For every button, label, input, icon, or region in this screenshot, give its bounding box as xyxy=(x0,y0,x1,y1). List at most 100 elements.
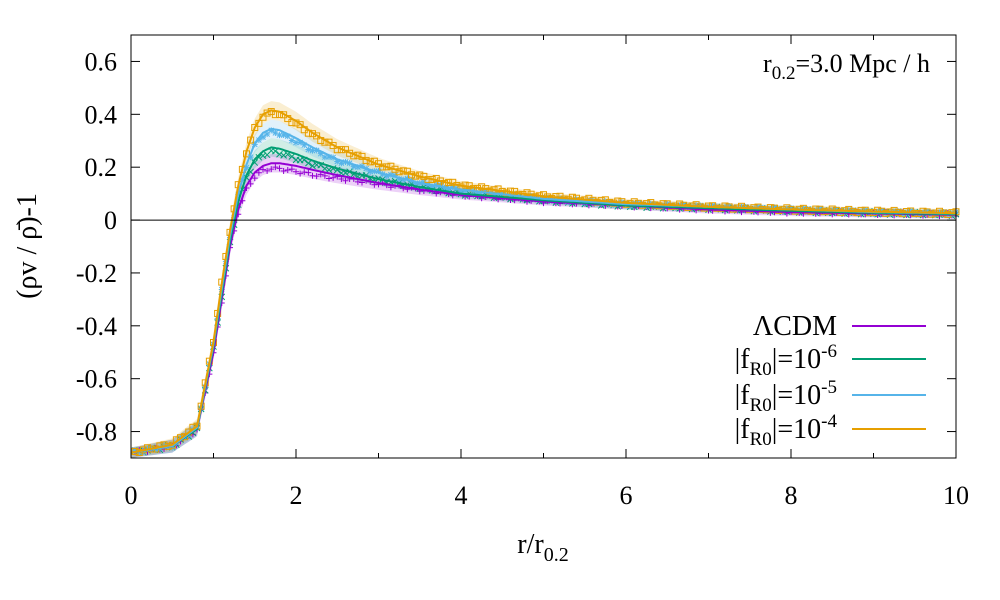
data-point xyxy=(288,166,295,173)
x-tick-label: 10 xyxy=(943,481,969,510)
y-tick-label: -0.4 xyxy=(76,312,117,341)
data-point xyxy=(482,187,489,194)
data-point xyxy=(255,169,262,176)
data-point xyxy=(260,166,266,173)
data-point xyxy=(367,168,374,175)
data-point xyxy=(260,134,266,141)
data-point xyxy=(297,139,304,146)
data-point xyxy=(313,147,320,154)
legend-text-mid: |=10 xyxy=(772,414,821,445)
data-point xyxy=(284,133,291,140)
data-point xyxy=(771,204,778,211)
data-point xyxy=(392,172,398,179)
data-point xyxy=(284,166,291,173)
data-point xyxy=(862,207,869,214)
data-point xyxy=(321,165,329,172)
legend-label-1: |fR0|=10-6 xyxy=(735,341,837,380)
data-point xyxy=(383,173,390,180)
data-point xyxy=(478,183,486,191)
data-point xyxy=(742,203,749,210)
legend: ΛCDM|fR0|=10-6|fR0|=10-5|fR0|=10-4 xyxy=(735,311,926,450)
x-tick-label: 2 xyxy=(290,481,303,510)
data-point xyxy=(305,159,312,167)
data-point xyxy=(396,175,403,182)
legend-label-2: |fR0|=10-5 xyxy=(735,377,837,416)
data-point xyxy=(330,174,337,181)
legend-text-mid: |=10 xyxy=(772,344,821,375)
legend-text-mid: |=10 xyxy=(772,380,821,411)
data-point xyxy=(325,166,333,174)
data-point xyxy=(502,189,510,197)
y-tick-label: 0.4 xyxy=(85,100,118,129)
data-point xyxy=(247,154,254,161)
legend-text-pre: |f xyxy=(735,380,751,411)
data-point xyxy=(329,142,337,150)
data-point xyxy=(726,202,733,209)
data-point xyxy=(280,167,287,174)
data-point xyxy=(680,201,687,208)
legend-text-sup: -4 xyxy=(821,411,837,432)
data-point xyxy=(251,175,258,182)
data-point xyxy=(268,127,275,134)
legend-text-sub: R0 xyxy=(750,359,772,380)
data-point xyxy=(293,168,299,175)
data-point xyxy=(354,164,361,171)
data-point xyxy=(334,158,341,165)
y-tick-label: 0 xyxy=(104,206,117,235)
legend-text-sup: -6 xyxy=(821,341,837,362)
data-point xyxy=(375,168,382,175)
data-point xyxy=(429,183,436,190)
axis-ticks xyxy=(130,35,957,458)
data-point xyxy=(264,167,271,174)
data-point xyxy=(272,164,279,171)
data-point xyxy=(317,150,324,157)
data-point xyxy=(491,191,497,198)
confidence-bands xyxy=(131,101,956,458)
data-point xyxy=(495,189,502,196)
legend-text-pre: |f xyxy=(735,344,751,375)
data-point xyxy=(301,142,308,149)
data-point xyxy=(321,154,328,161)
data-point xyxy=(276,150,283,158)
data-point xyxy=(458,188,464,195)
data-point xyxy=(420,179,427,186)
data-point xyxy=(140,448,147,455)
data-point xyxy=(280,132,287,139)
data-point xyxy=(816,205,823,212)
series-lines xyxy=(130,109,957,454)
data-point xyxy=(404,175,411,182)
data-point xyxy=(132,447,139,454)
data-point xyxy=(445,185,452,192)
annotation-label: r0.2=3.0 Mpc / h xyxy=(763,49,930,84)
data-point xyxy=(305,146,312,153)
legend-text-sup: -5 xyxy=(821,377,837,398)
legend-text-pre: ΛCDM xyxy=(753,311,837,342)
x-tick-label: 0 xyxy=(125,481,138,510)
data-point xyxy=(288,153,296,160)
data-point xyxy=(293,139,299,146)
data-point xyxy=(878,207,885,214)
x-tick-label: 8 xyxy=(785,481,798,510)
series-line-0 xyxy=(130,162,957,454)
data-point xyxy=(321,172,328,179)
confidence-band-1 xyxy=(131,138,956,458)
data-point xyxy=(528,192,535,199)
data-point xyxy=(272,129,279,136)
data-point xyxy=(169,444,176,451)
data-point xyxy=(255,137,262,144)
data-point xyxy=(755,204,761,211)
data-point xyxy=(313,173,320,180)
data-point xyxy=(268,166,275,173)
y-tick-label: -0.8 xyxy=(76,418,117,447)
legend-text-sub: R0 xyxy=(750,429,772,450)
data-point xyxy=(709,202,716,209)
data-point xyxy=(544,195,551,202)
data-point xyxy=(326,153,332,160)
data-point xyxy=(296,121,304,129)
data-point xyxy=(255,153,263,161)
y-tick-label: 0.2 xyxy=(85,153,118,182)
y-tick-label: 0.6 xyxy=(85,47,118,76)
data-point xyxy=(449,184,456,191)
series-line-1 xyxy=(130,146,956,454)
